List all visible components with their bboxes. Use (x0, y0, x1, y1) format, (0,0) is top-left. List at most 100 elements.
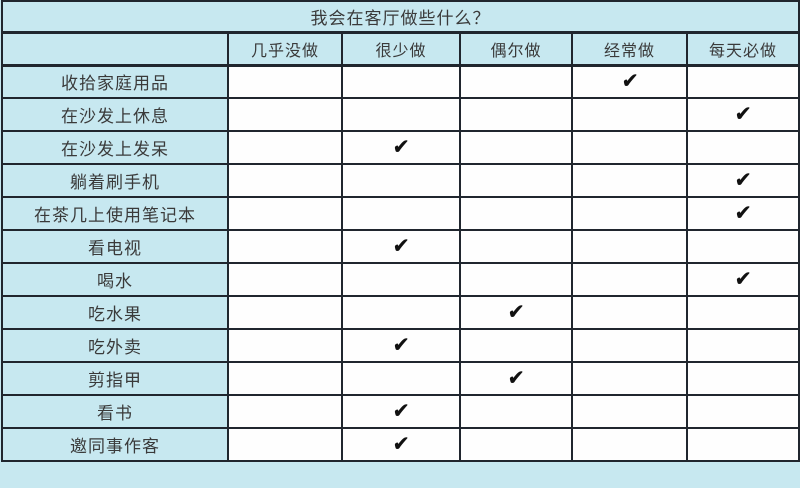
answer-cell[interactable] (459, 97, 573, 132)
activity-label: 在沙发上发呆 (1, 130, 229, 165)
answer-cell[interactable] (685, 64, 800, 99)
activity-label: 躺着刷手机 (1, 163, 229, 198)
activity-label: 收拾家庭用品 (1, 64, 229, 99)
answer-cell[interactable] (685, 130, 800, 165)
column-header-often: 经常做 (571, 31, 688, 67)
answer-cell[interactable] (341, 196, 461, 231)
column-header-every-day: 每天必做 (685, 31, 800, 67)
table-row: 看书 ✔ (1, 394, 800, 429)
checkmark-icon: ✔ (507, 300, 525, 324)
checkmark-icon: ✔ (734, 267, 752, 291)
answer-cell[interactable] (685, 328, 800, 363)
answer-cell[interactable] (571, 163, 688, 198)
answer-cell[interactable] (227, 262, 343, 297)
table-row: 看电视 ✔ (1, 229, 800, 264)
answer-cell[interactable] (227, 130, 343, 165)
table-row: 喝水 ✔ (1, 262, 800, 297)
answer-cell[interactable] (227, 196, 343, 231)
header-row: 几乎没做 很少做 偶尔做 经常做 每天必做 (1, 31, 800, 67)
answer-cell[interactable] (227, 97, 343, 132)
column-header-rarely: 很少做 (341, 31, 461, 67)
rows-container: 收拾家庭用品 ✔ 在沙发上休息 ✔ 在沙发上发呆 ✔ 躺着刷手机 ✔ 在茶几上使用笔记本 ✔ 看电视… (1, 64, 800, 462)
answer-cell[interactable] (227, 427, 343, 462)
answer-cell[interactable] (571, 262, 688, 297)
answer-cell[interactable] (227, 163, 343, 198)
answer-cell[interactable] (459, 427, 573, 462)
answer-cell[interactable] (571, 427, 688, 462)
activity-label: 看电视 (1, 229, 229, 264)
answer-cell[interactable] (571, 229, 688, 264)
answer-cell[interactable] (571, 328, 688, 363)
column-header-occasionally: 偶尔做 (459, 31, 573, 67)
checkmark-icon: ✔ (392, 234, 410, 258)
answer-cell[interactable] (459, 328, 573, 363)
answer-cell[interactable] (341, 262, 461, 297)
table-row: 吃水果 ✔ (1, 295, 800, 330)
answer-cell[interactable] (571, 196, 688, 231)
checkmark-icon: ✔ (734, 201, 752, 225)
answer-cell[interactable] (227, 295, 343, 330)
table-row: 剪指甲 ✔ (1, 361, 800, 396)
activity-label: 在沙发上休息 (1, 97, 229, 132)
checkmark-icon: ✔ (392, 432, 410, 456)
answer-cell[interactable]: ✔ (341, 328, 461, 363)
checkmark-icon: ✔ (392, 333, 410, 357)
answer-cell[interactable]: ✔ (341, 427, 461, 462)
answer-cell[interactable] (341, 163, 461, 198)
table-row: 在茶几上使用笔记本 ✔ (1, 196, 800, 231)
answer-cell[interactable] (571, 394, 688, 429)
answer-cell[interactable]: ✔ (685, 97, 800, 132)
answer-cell[interactable]: ✔ (685, 262, 800, 297)
activity-label: 吃外卖 (1, 328, 229, 363)
answer-cell[interactable]: ✔ (685, 163, 800, 198)
activity-label: 邀同事作客 (1, 427, 229, 462)
answer-cell[interactable] (227, 361, 343, 396)
checkmark-icon: ✔ (734, 168, 752, 192)
answer-cell[interactable] (459, 196, 573, 231)
answer-cell[interactable]: ✔ (341, 394, 461, 429)
survey-title: 我会在客厅做些什么？ (0, 0, 800, 34)
answer-cell[interactable] (685, 427, 800, 462)
answer-cell[interactable] (341, 361, 461, 396)
answer-cell[interactable] (571, 295, 688, 330)
answer-cell[interactable] (341, 64, 461, 99)
answer-cell[interactable]: ✔ (571, 64, 688, 99)
answer-cell[interactable]: ✔ (341, 130, 461, 165)
answer-cell[interactable] (227, 64, 343, 99)
checkmark-icon: ✔ (507, 366, 525, 390)
table-row: 在沙发上发呆 ✔ (1, 130, 800, 165)
answer-cell[interactable] (571, 97, 688, 132)
checkmark-icon: ✔ (734, 102, 752, 126)
answer-cell[interactable]: ✔ (341, 229, 461, 264)
answer-cell[interactable] (227, 229, 343, 264)
answer-cell[interactable] (459, 130, 573, 165)
answer-cell[interactable] (227, 394, 343, 429)
answer-cell[interactable] (459, 229, 573, 264)
answer-cell[interactable]: ✔ (685, 196, 800, 231)
answer-cell[interactable] (227, 328, 343, 363)
living-room-survey-table: 我会在客厅做些什么？ 几乎没做 很少做 偶尔做 经常做 每天必做 收拾家庭用品 ✔… (0, 0, 800, 462)
table-row: 躺着刷手机 ✔ (1, 163, 800, 198)
answer-cell[interactable] (341, 295, 461, 330)
checkmark-icon: ✔ (392, 399, 410, 423)
answer-cell[interactable]: ✔ (459, 361, 573, 396)
answer-cell[interactable]: ✔ (459, 295, 573, 330)
answer-cell[interactable] (685, 229, 800, 264)
activity-label: 在茶几上使用笔记本 (1, 196, 229, 231)
answer-cell[interactable] (341, 97, 461, 132)
answer-cell[interactable] (459, 64, 573, 99)
answer-cell[interactable] (459, 163, 573, 198)
activity-label: 剪指甲 (1, 361, 229, 396)
table-row: 收拾家庭用品 ✔ (1, 64, 800, 99)
activity-label: 吃水果 (1, 295, 229, 330)
answer-cell[interactable] (571, 361, 688, 396)
checkmark-icon: ✔ (392, 135, 410, 159)
answer-cell[interactable] (571, 130, 688, 165)
answer-cell[interactable] (459, 262, 573, 297)
answer-cell[interactable] (685, 394, 800, 429)
answer-cell[interactable] (685, 361, 800, 396)
title-row: 我会在客厅做些什么？ (0, 0, 800, 34)
answer-cell[interactable] (685, 295, 800, 330)
answer-cell[interactable] (459, 394, 573, 429)
column-header-almost-never: 几乎没做 (227, 31, 343, 67)
